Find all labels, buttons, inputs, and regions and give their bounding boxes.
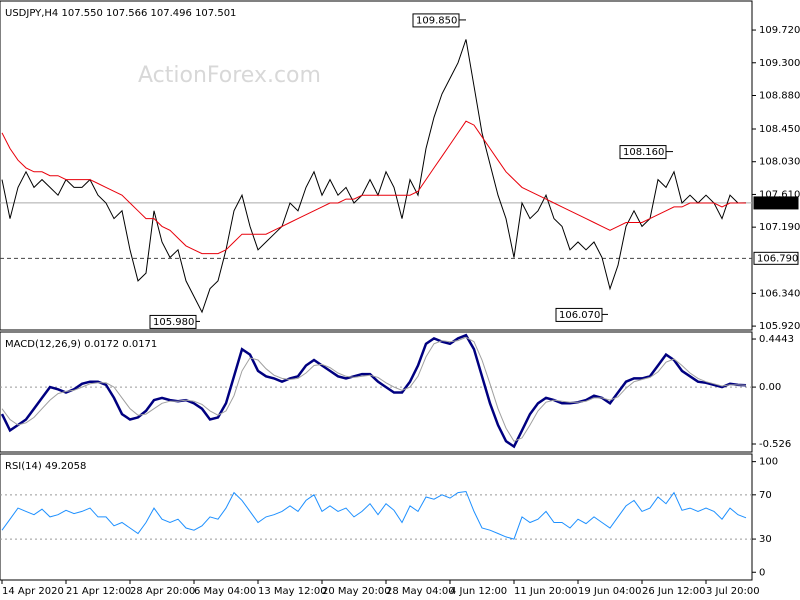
x-tick-label: 20 May 20:00 (322, 586, 391, 597)
x-tick-label: 3 Jul 20:00 (706, 586, 760, 597)
x-tick-label: 13 May 12:00 (258, 586, 327, 597)
price-label-box (753, 251, 799, 265)
indicator-line (1, 336, 747, 442)
y-tick-label: 0.00 (759, 382, 781, 393)
indicator-line (0, 333, 747, 449)
annotation-label: 106.070 (559, 310, 600, 321)
panel-frame (0, 331, 753, 453)
annotation-label: 105.980 (153, 317, 194, 328)
annotation-box (555, 307, 603, 322)
panel-title: MACD(12,26,9) 0.0172 0.0171 (5, 339, 157, 350)
x-tick-label: 28 Apr 20:00 (130, 586, 195, 597)
y-tick-label: 108.450 (759, 124, 800, 135)
indicator-line (1, 490, 747, 540)
x-tick-label: 4 Jun 12:00 (450, 586, 507, 597)
y-tick-label: 109.300 (759, 58, 800, 69)
panel-title: RSI(14) 49.2058 (5, 461, 86, 472)
x-tick-label: 14 Apr 2020 (2, 586, 64, 597)
annotation-box (149, 314, 197, 329)
panel-title: USDJPY,H4 107.550 107.566 107.496 107.50… (5, 8, 236, 19)
y-tick-label: 100 (759, 457, 778, 468)
panel-frame (0, 0, 753, 331)
y-tick-label: 0 (759, 567, 765, 578)
y-tick-label: 106.340 (759, 288, 800, 299)
y-tick-label: 109.720 (759, 25, 800, 36)
price-label: 106.790 (757, 253, 798, 264)
x-tick-label: 28 May 04:00 (386, 586, 455, 597)
x-tick-label: 26 Jun 12:00 (642, 586, 706, 597)
x-tick-label: 19 Jun 04:00 (578, 586, 642, 597)
y-tick-label: 108.030 (759, 157, 800, 168)
y-tick-label: 108.880 (759, 90, 800, 101)
x-tick-label: 6 May 04:00 (194, 586, 256, 597)
price-label-box (753, 196, 799, 210)
y-tick-label: 30 (759, 534, 772, 545)
price-label: 107.501 (757, 198, 798, 209)
y-tick-label: 105.920 (759, 321, 800, 332)
indicator-line (1, 120, 746, 255)
annotation-label: 109.850 (416, 15, 457, 26)
y-tick-label: -0.526 (759, 439, 791, 450)
y-tick-label: 70 (759, 490, 772, 501)
y-tick-label: 107.190 (759, 222, 800, 233)
x-tick-label: 11 Jun 20:00 (514, 586, 578, 597)
panel-frame (0, 453, 753, 581)
annotation-box (619, 145, 667, 160)
watermark: ActionForex.com (138, 63, 321, 88)
price-line-series (1, 39, 747, 314)
annotation-box (412, 13, 460, 28)
y-tick-label: 107.610 (759, 189, 800, 200)
x-tick-label: 21 Apr 12:00 (66, 586, 131, 597)
y-tick-label: 0.4443 (759, 334, 794, 345)
annotation-label: 108.160 (623, 147, 664, 158)
